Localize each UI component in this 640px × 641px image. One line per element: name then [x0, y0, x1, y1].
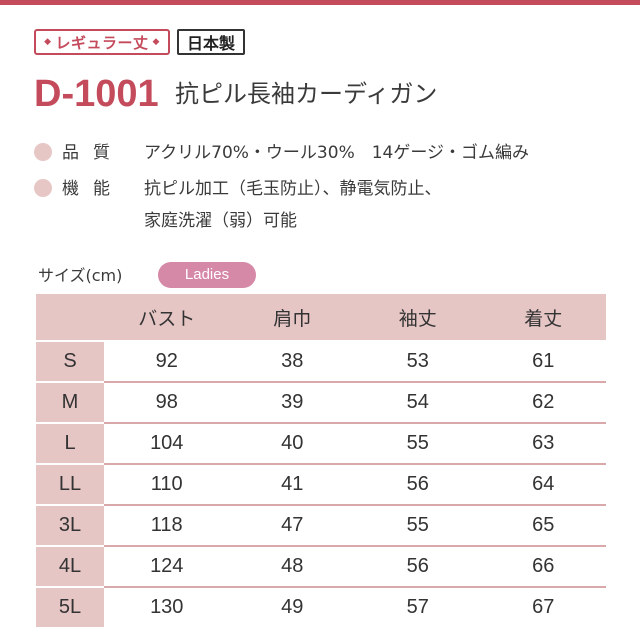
header-shoulder-width: 肩巾: [229, 294, 355, 342]
size-table-header-corner: [36, 294, 104, 342]
size-section-label: サイズ(cm): [38, 266, 123, 285]
size-cell: 3L: [36, 505, 104, 547]
diamond-icon: ◆: [44, 37, 52, 47]
spec-material-label: 品質: [62, 143, 124, 163]
length-cell: 61: [480, 341, 606, 383]
bust-cell: 92: [104, 341, 230, 383]
spec-material-value: アクリル70%・ウール30% 14ゲージ・ゴム編み: [144, 143, 530, 163]
table-row: S 92 38 53 61: [36, 341, 606, 383]
spec-function-value-line1: 抗ピル加工（毛玉防止）、静電気防止、: [144, 179, 442, 199]
shoulder-cell: 49: [281, 596, 304, 618]
size-cell: M: [36, 382, 104, 424]
size-cell: L: [36, 423, 104, 465]
table-row: 4L 124 48 56 66: [36, 546, 606, 588]
shoulder-cell: 41: [229, 464, 355, 506]
spec-material-row: 品質 アクリル70%・ウール30% 14ゲージ・ゴム編み: [34, 138, 529, 168]
shoulder-cell: 40: [229, 423, 355, 465]
regular-length-label: レギュラー丈: [55, 33, 149, 52]
bust-cell: 118: [104, 505, 230, 547]
size-cell: LL: [36, 464, 104, 506]
header-body-length: 着丈: [480, 294, 606, 342]
bust-cell: 98: [104, 382, 230, 424]
bullet-dot-icon: [34, 179, 52, 197]
sleeve-cell: 53: [355, 341, 481, 383]
length-cell: 65: [480, 505, 606, 547]
header-bust: バスト: [104, 294, 230, 342]
length-cell: 67: [532, 596, 555, 618]
header-sleeve-length: 袖丈: [355, 294, 481, 342]
top-accent-bar: [0, 0, 640, 5]
shoulder-cell: 47: [229, 505, 355, 547]
sleeve-cell: 55: [355, 423, 481, 465]
product-name: 抗ピル長袖カーディガン: [175, 80, 438, 108]
made-in-japan-badge: 日本製: [177, 29, 245, 55]
sleeve-cell: 56: [355, 546, 481, 588]
spec-function-row: 機能 抗ピル加工（毛玉防止）、静電気防止、: [34, 174, 442, 204]
bust-cell: 104: [104, 423, 230, 465]
table-row: 3L 118 47 55 65: [36, 505, 606, 547]
bust-cell: 110: [104, 464, 230, 506]
table-row: LL 110 41 56 64: [36, 464, 606, 506]
bullet-dot-icon: [34, 143, 52, 161]
spec-function-value-line2: 家庭洗濯（弱）可能: [144, 211, 297, 231]
spec-function-label: 機能: [62, 179, 124, 199]
sleeve-cell: 54: [355, 382, 481, 424]
shoulder-cell: 38: [229, 341, 355, 383]
diamond-icon: ◆: [152, 37, 160, 47]
sleeve-cell: 56: [355, 464, 481, 506]
bust-cell: 130: [150, 596, 184, 618]
length-cell: 63: [480, 423, 606, 465]
regular-length-badge: ◆ レギュラー丈 ◆: [34, 29, 170, 55]
length-cell: 62: [480, 382, 606, 424]
size-cell: S: [36, 341, 104, 383]
length-cell: 64: [480, 464, 606, 506]
product-code: D-1001: [34, 73, 159, 115]
table-row: 5L 130 49 57 67: [36, 587, 606, 627]
length-cell: 66: [480, 546, 606, 588]
size-cell: 5L: [36, 587, 104, 627]
size-table-header-row: バスト 肩巾 袖丈 着丈: [36, 294, 606, 342]
sleeve-cell: 55: [355, 505, 481, 547]
bust-cell: 124: [104, 546, 230, 588]
ladies-badge: Ladies: [158, 262, 256, 288]
size-cell: 4L: [36, 546, 104, 588]
table-row: M 98 39 54 62: [36, 382, 606, 424]
shoulder-cell: 48: [229, 546, 355, 588]
sleeve-cell: 57: [406, 596, 429, 618]
shoulder-cell: 39: [229, 382, 355, 424]
size-table: バスト 肩巾 袖丈 着丈 S 92 38 53 61 M 98 39 54 62…: [36, 294, 606, 627]
table-row: L 104 40 55 63: [36, 423, 606, 465]
